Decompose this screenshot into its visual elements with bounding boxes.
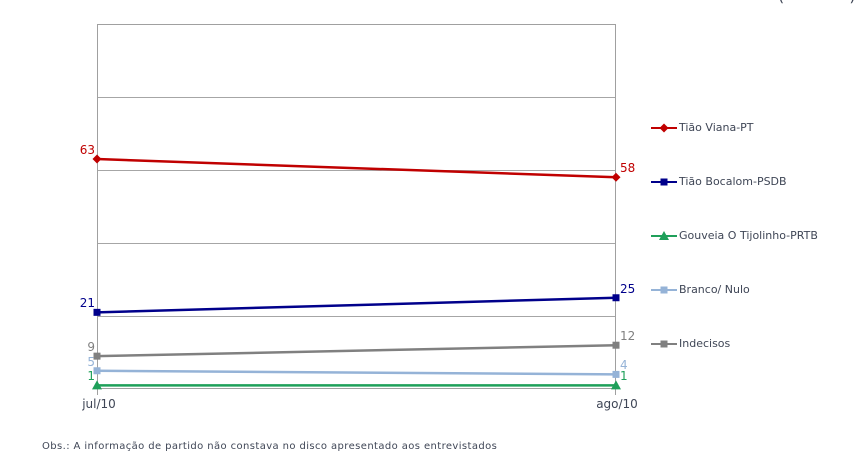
series-line-0 xyxy=(96,157,617,179)
diamond-marker-icon xyxy=(611,172,621,182)
value-label-right-2: 1 xyxy=(620,369,628,384)
value-label-left-4: 9 xyxy=(87,340,95,355)
legend-marker-icon xyxy=(651,230,677,240)
footnote: Obs.: A informação de partido não consta… xyxy=(42,441,498,452)
legend-label-4: Indecisos xyxy=(679,337,731,350)
legend-entry-3: Branco/ Nulo xyxy=(651,283,818,296)
square-marker-icon xyxy=(612,294,620,302)
plot-border xyxy=(97,24,616,389)
value-label-right-3: 4 xyxy=(620,358,628,373)
square-marker-icon xyxy=(612,370,620,378)
legend-label-0: Tião Viana-PT xyxy=(679,121,754,134)
value-label-right-0: 58 xyxy=(620,161,636,176)
triangle-marker-icon xyxy=(659,230,669,240)
series-line-4 xyxy=(96,343,617,358)
square-marker-icon xyxy=(612,341,620,349)
legend-label-2: Gouveia O Tijolinho-PRTB xyxy=(679,229,818,242)
square-marker-icon xyxy=(93,352,101,360)
x-axis-label-jul: jul/10 xyxy=(82,397,116,411)
legend-marker-icon xyxy=(651,340,677,347)
legend-marker-icon xyxy=(651,123,677,132)
series-line-1 xyxy=(96,296,617,314)
x-axis-label-ago: ago/10 xyxy=(596,397,638,411)
diamond-marker-icon xyxy=(92,154,102,164)
square-marker-icon xyxy=(93,367,101,375)
value-label-left-1: 21 xyxy=(79,296,95,311)
legend-entry-1: Tião Bocalom-PSDB xyxy=(651,175,818,188)
value-label-left-3: 5 xyxy=(87,354,95,369)
legend-label-1: Tião Bocalom-PSDB xyxy=(679,175,787,188)
square-marker-icon xyxy=(93,308,101,316)
legend-marker-icon xyxy=(651,286,677,293)
square-marker-icon xyxy=(660,286,668,293)
triangle-marker-icon xyxy=(92,380,102,390)
legend: Tião Viana-PT Tião Bocalom-PSDB Gouveia O … xyxy=(651,121,818,350)
legend-entry-0: Tião Viana-PT xyxy=(651,121,818,134)
value-label-left-2: 1 xyxy=(87,369,95,384)
legend-marker-icon xyxy=(651,178,677,185)
square-marker-icon xyxy=(660,340,668,347)
square-marker-icon xyxy=(660,178,668,185)
legend-label-3: Branco/ Nulo xyxy=(679,283,750,296)
chart-svg xyxy=(92,24,621,395)
triangle-marker-icon xyxy=(611,380,621,390)
value-label-left-0: 63 xyxy=(79,143,95,158)
value-label-right-4: 12 xyxy=(620,329,636,344)
value-label-right-1: 25 xyxy=(620,281,636,296)
plot-area xyxy=(92,24,621,395)
cropped-corner-text: ( ) xyxy=(778,0,858,4)
series-line-3 xyxy=(96,369,617,376)
legend-entry-4: Indecisos xyxy=(651,337,818,350)
legend-entry-2: Gouveia O Tijolinho-PRTB xyxy=(651,229,818,242)
diamond-marker-icon xyxy=(659,123,669,132)
